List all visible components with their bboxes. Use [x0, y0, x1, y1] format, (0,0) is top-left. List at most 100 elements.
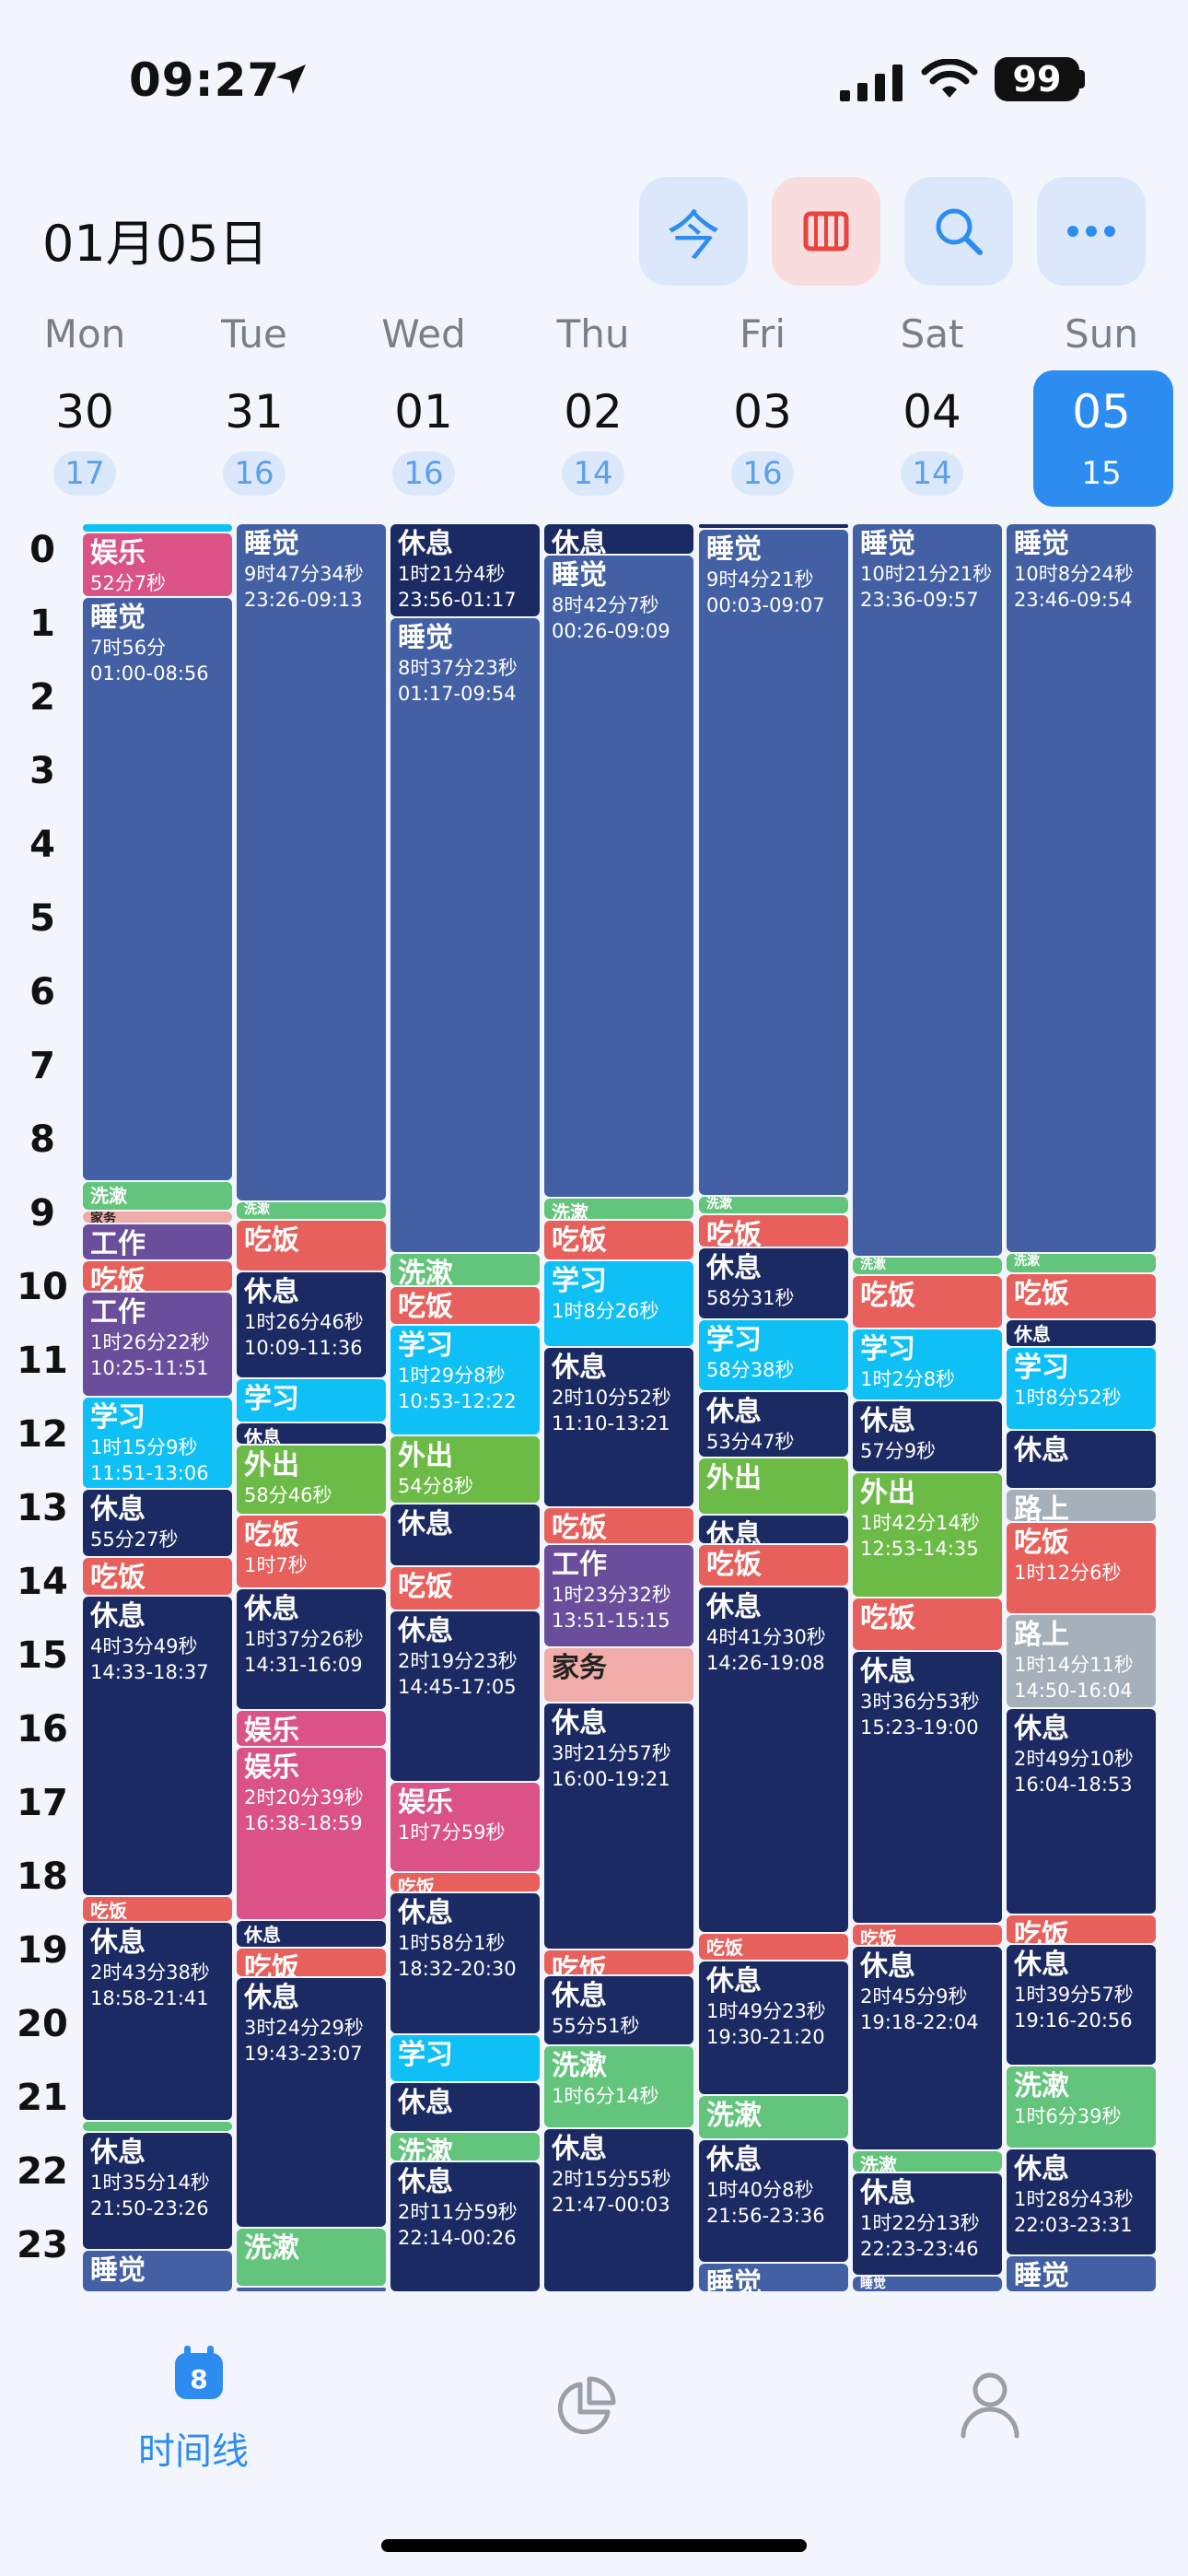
timeline-event[interactable]: 休息 55分27秒	[83, 1490, 232, 1557]
timeline-event[interactable]: 休息 1时28分43秒 22:03-23:31	[1007, 2149, 1156, 2254]
timeline-event[interactable]: 工作 1时26分22秒 10:25-11:51	[83, 1292, 232, 1396]
timeline-event[interactable]: 吃饭	[544, 1950, 693, 1974]
timeline-event[interactable]: 睡觉 10时21分21秒 23:36-09:57	[853, 524, 1002, 1256]
timeline-event[interactable]: 外出	[699, 1458, 848, 1514]
timeline-event[interactable]: 休息	[390, 2083, 540, 2132]
timeline-event[interactable]: 休息	[544, 524, 693, 555]
timeline-event[interactable]: 睡觉	[853, 2276, 1002, 2291]
day-number[interactable]: 02	[564, 385, 623, 439]
timeline-event[interactable]: 休息	[237, 1921, 386, 1947]
timeline-event[interactable]: 休息 1时22分13秒 22:23-23:46	[853, 2173, 1002, 2275]
timeline-event[interactable]: 睡觉	[699, 2264, 848, 2291]
timeline-event[interactable]: 学习	[390, 2035, 540, 2081]
timeline-event[interactable]: 洗漱	[237, 2228, 386, 2286]
timeline-event[interactable]: 休息 58分31秒	[699, 1248, 848, 1318]
timeline-event[interactable]: 洗漱	[853, 2150, 1002, 2172]
timeline-event[interactable]: 休息	[699, 1516, 848, 1543]
timeline-event[interactable]: 洗漱	[853, 1258, 1002, 1274]
timeline-event[interactable]: 吃饭	[544, 1221, 693, 1259]
timeline-event[interactable]: 洗漱	[83, 1182, 232, 1211]
tab-timeline-label[interactable]: 时间线	[138, 2430, 249, 2473]
timeline-event[interactable]: 吃饭	[853, 1598, 1002, 1650]
timeline-event[interactable]: 洗漱	[390, 2133, 540, 2161]
timeline-event[interactable]: 学习 58分38秒	[699, 1320, 848, 1391]
timeline-event[interactable]: 学习 1时29分8秒 10:53-12:22	[390, 1326, 540, 1434]
more-options-button[interactable]	[1037, 177, 1146, 286]
timeline-event[interactable]: 学习	[237, 1379, 386, 1422]
timeline-event[interactable]: 家务	[544, 1648, 693, 1702]
search-button[interactable]	[904, 177, 1013, 286]
timeline-event[interactable]: 睡觉	[1007, 2256, 1156, 2291]
timeline-event[interactable]: 吃饭	[237, 1221, 386, 1270]
timeline-event[interactable]: 睡觉	[83, 2251, 232, 2291]
timeline-event[interactable]: 工作 1时23分32秒 13:51-15:15	[544, 1545, 693, 1646]
timeline-event[interactable]: 吃饭	[390, 1873, 540, 1892]
timeline-event[interactable]: 外出 54分8秒	[390, 1435, 540, 1503]
timeline-event[interactable]: 休息 57分9秒	[853, 1401, 1002, 1472]
timeline-event[interactable]: 洗漱 1时6分39秒	[1007, 2067, 1156, 2148]
tab-timeline[interactable]: 8	[138, 2346, 258, 2465]
timeline-event[interactable]: 学习 1时15分9秒 11:51-13:06	[83, 1398, 232, 1488]
timeline-event[interactable]: 吃饭	[390, 1567, 540, 1610]
timeline-event[interactable]: 吃饭	[544, 1508, 693, 1543]
today-button[interactable]: 今	[639, 177, 748, 286]
timeline-event[interactable]: 洗漱	[544, 1199, 693, 1219]
timeline-event[interactable]: 休息 3时21分57秒 16:00-19:21	[544, 1704, 693, 1949]
timeline-event[interactable]: 休息 4时41分30秒 14:26-19:08	[699, 1587, 848, 1933]
timeline-event[interactable]: 休息 2时43分38秒 18:58-21:41	[83, 1922, 232, 2121]
timeline-event[interactable]: 睡觉 10时8分24秒 23:46-09:54	[1007, 524, 1156, 1252]
timeline-event[interactable]: 睡觉 7时56分 01:00-08:56	[83, 598, 232, 1181]
timeline-event[interactable]: 吃饭 1时7秒	[237, 1516, 386, 1587]
timeline-event[interactable]: 娱乐 2时20分39秒 16:38-18:59	[237, 1748, 386, 1919]
timeline-event[interactable]: 娱乐 52分7秒	[83, 533, 232, 596]
tab-statistics[interactable]	[553, 2375, 635, 2458]
day-number[interactable]: 30	[55, 385, 114, 439]
timeline-event[interactable]: 吃饭	[1007, 1273, 1156, 1318]
timeline-event[interactable]: 休息 1时49分23秒 19:30-21:20	[699, 1961, 848, 2095]
timeline-event[interactable]: 洗漱	[390, 1254, 540, 1285]
timeline-event[interactable]: 外出 1时42分14秒 12:53-14:35	[853, 1473, 1002, 1598]
timeline-event[interactable]: 休息 1时40分8秒 21:56-23:36	[699, 2140, 848, 2262]
timeline-event[interactable]: 学习 1时8分52秒	[1007, 1347, 1156, 1429]
timeline-event[interactable]: 娱乐 1时7分59秒	[390, 1783, 540, 1871]
timeline-event[interactable]	[699, 524, 848, 529]
timeline-event[interactable]: 休息 1时21分4秒 23:56-01:17	[390, 524, 540, 617]
timeline-event[interactable]: 休息 2时11分59秒 22:14-00:26	[390, 2162, 540, 2291]
timeline-event[interactable]: 休息 3时24分29秒 19:43-23:07	[237, 1977, 386, 2227]
timeline-event[interactable]	[83, 2122, 232, 2132]
timeline-event[interactable]: 休息	[237, 1423, 386, 1444]
timeline-event[interactable]: 休息	[390, 1505, 540, 1565]
calendar-view-button[interactable]	[772, 177, 880, 286]
timeline-event[interactable]: 吃饭	[699, 1545, 848, 1587]
timeline-event[interactable]: 睡觉 9时47分34秒 23:26-09:13	[237, 524, 386, 1200]
timeline-event[interactable]: 吃饭	[83, 1558, 232, 1595]
timeline-event[interactable]: 吃饭	[699, 1215, 848, 1247]
timeline-event[interactable]: 休息 1时39分57秒 19:16-20:56	[1007, 1944, 1156, 2066]
day-number[interactable]: 04	[903, 385, 961, 439]
timeline-event[interactable]: 洗漱 1时6分14秒	[544, 2046, 693, 2128]
timeline-event[interactable]: 休息 2时15分55秒 21:47-00:03	[544, 2129, 693, 2291]
timeline-event[interactable]: 睡觉 9时4分21秒 00:03-09:07	[699, 530, 848, 1195]
timeline-event[interactable]: 家务	[83, 1212, 232, 1223]
timeline-event[interactable]: 洗漱	[699, 1196, 848, 1214]
timeline-event[interactable]: 工作	[83, 1224, 232, 1259]
timeline-event[interactable]	[237, 2287, 386, 2291]
timeline-event[interactable]: 吃饭	[83, 1261, 232, 1291]
timeline-event[interactable]: 休息 2时49分10秒 16:04-18:53	[1007, 1708, 1156, 1914]
day-number[interactable]: 03	[733, 385, 792, 439]
timeline-event[interactable]: 路上	[1007, 1490, 1156, 1521]
timeline-event[interactable]: 外出 58分46秒	[237, 1446, 386, 1514]
day-number[interactable]: 01	[394, 385, 453, 439]
tab-profile[interactable]	[958, 2371, 1031, 2454]
timeline-event[interactable]: 学习 1时2分8秒	[853, 1329, 1002, 1399]
timeline-event[interactable]: 休息 1时26分46秒 10:09-11:36	[237, 1272, 386, 1377]
day-number[interactable]: 31	[225, 385, 284, 439]
timeline-event[interactable]: 娱乐	[237, 1711, 386, 1746]
timeline-event[interactable]: 学习 1时8分26秒	[544, 1261, 693, 1347]
timeline-event[interactable]: 休息 3时36分53秒 15:23-19:00	[853, 1652, 1002, 1923]
timeline-event[interactable]: 休息 1时58分1秒 18:32-20:30	[390, 1893, 540, 2033]
timeline-event[interactable]: 休息	[1007, 1320, 1156, 1346]
timeline-event[interactable]: 吃饭	[390, 1287, 540, 1325]
timeline-event[interactable]: 休息 53分47秒	[699, 1392, 848, 1458]
timeline-event[interactable]: 路上 1时14分11秒 14:50-16:04	[1007, 1615, 1156, 1707]
